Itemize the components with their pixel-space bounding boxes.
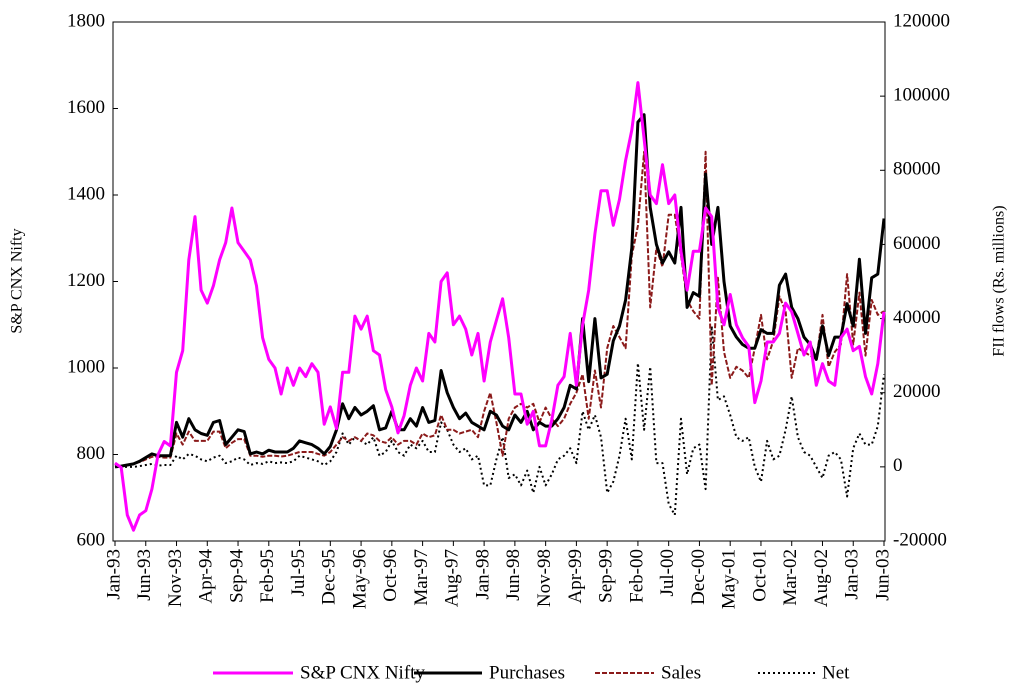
x-tick-label: Jul-95 xyxy=(288,549,309,597)
x-tick-label: Dec-00 xyxy=(688,549,709,605)
y2-tick-label: 100000 xyxy=(893,85,950,106)
x-tick-label: Apr-99 xyxy=(565,549,586,604)
x-tick-label: Nov-98 xyxy=(534,549,555,607)
y2-tick-label: 120000 xyxy=(893,10,950,31)
legend-label: Sales xyxy=(661,662,701,683)
x-tick-label: Jan-03 xyxy=(842,549,863,600)
x-tick-label: Jul-00 xyxy=(657,549,678,597)
y-tick-label: 1600 xyxy=(67,97,105,118)
series-line xyxy=(114,113,886,469)
series-line xyxy=(115,325,885,516)
x-tick-label: Sep-99 xyxy=(596,549,617,603)
x-tick-label: Jan-98 xyxy=(472,549,493,600)
y2-tick-label: 20000 xyxy=(893,381,941,402)
y-tick-label: 1800 xyxy=(67,10,105,31)
x-tick-label: Mar-97 xyxy=(411,549,432,606)
x-tick-label: Jun-98 xyxy=(503,549,524,601)
legend-label: Net xyxy=(822,662,850,683)
x-tick-label: Oct-01 xyxy=(749,549,770,602)
y-tick-label: 800 xyxy=(77,443,106,464)
x-tick-label: Feb-00 xyxy=(626,549,647,603)
plot-frame xyxy=(112,21,886,542)
legend-label: S&P CNX Nifty xyxy=(300,662,425,683)
x-tick-label: Mar-02 xyxy=(780,549,801,606)
legend-label: Purchases xyxy=(489,662,565,683)
y-tick-label: 600 xyxy=(77,529,106,550)
y2-axis-title: FII flows (Rs. millions) xyxy=(991,205,1008,356)
y-tick-label: 1000 xyxy=(67,356,105,377)
x-tick-label: Jun-93 xyxy=(134,549,155,601)
x-tick-label: Jan-93 xyxy=(103,549,124,600)
x-tick-label: May-01 xyxy=(719,549,740,609)
x-tick-label: Aug-02 xyxy=(811,549,832,607)
series-line xyxy=(114,81,886,532)
y2-tick-label: 40000 xyxy=(893,307,941,328)
y2-tick-label: 80000 xyxy=(893,159,941,180)
x-tick-label: Dec-95 xyxy=(319,549,340,605)
x-tick-label: Sep-94 xyxy=(226,549,247,603)
x-tick-label: Apr-94 xyxy=(196,549,217,604)
x-tick-label: May-96 xyxy=(349,549,370,609)
x-tick-label: Oct-96 xyxy=(380,549,401,602)
x-tick-label: Feb-95 xyxy=(257,549,278,603)
y-axis-title: S&P CNX Nifty xyxy=(9,228,26,333)
y-tick-label: 1400 xyxy=(67,183,105,204)
y-tick-label: 1200 xyxy=(67,270,105,291)
y2-tick-label: 0 xyxy=(893,455,903,476)
y2-tick-label: -20000 xyxy=(893,529,947,550)
x-tick-label: Jun-03 xyxy=(872,549,893,601)
x-tick-label: Nov-93 xyxy=(165,549,186,607)
y2-tick-label: 60000 xyxy=(893,233,941,254)
series-line xyxy=(114,150,885,468)
x-tick-label: Aug-97 xyxy=(442,549,463,607)
